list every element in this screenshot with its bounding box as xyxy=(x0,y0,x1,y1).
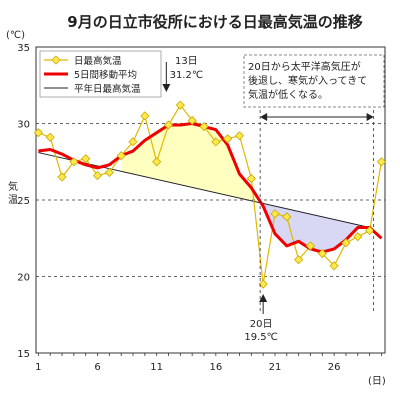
daily-high-point xyxy=(92,170,103,181)
low-annotation-day: 20日 xyxy=(250,319,273,330)
plot-frame xyxy=(35,46,386,354)
daily-high-point xyxy=(140,111,150,121)
explanation-box xyxy=(243,54,385,108)
daily-high-point xyxy=(69,157,79,167)
y-tick-label: 15 xyxy=(17,349,30,360)
daily-high-point xyxy=(353,232,363,242)
daily-high-point xyxy=(270,209,280,219)
x-tick-label: 1 xyxy=(35,362,41,373)
daily-high-point xyxy=(45,132,55,142)
daily-high-point xyxy=(116,151,126,161)
above-normal-fill xyxy=(121,123,258,203)
daily-high-point xyxy=(294,255,304,265)
daily-high-point xyxy=(223,134,233,144)
low-arrowhead xyxy=(259,294,268,302)
daily-high-point xyxy=(187,115,197,126)
explanation-line: 気温が低くなる。 xyxy=(248,88,328,101)
y-axis-label-char: 温 xyxy=(8,194,18,206)
daily-high-point xyxy=(128,137,138,147)
daily-high-point xyxy=(234,131,245,141)
gridlines: 15 20 25 30 35 xyxy=(17,43,385,360)
daily-high-point xyxy=(282,212,292,222)
daily-high-point xyxy=(317,248,327,259)
y-axis-label: 気温 xyxy=(8,180,18,206)
legend-label-normal: 平年日最高気温 xyxy=(74,83,141,95)
daily-high-point xyxy=(329,261,339,271)
period-arrow-right xyxy=(366,113,374,121)
series-layer xyxy=(33,100,387,289)
annotations: 13日 31.2℃ 20日 19.5℃ 20日から太平洋高気圧が後退し、寒気が入ってきて… xyxy=(162,54,385,343)
x-unit-label: (日) xyxy=(368,376,386,387)
peak-arrowhead xyxy=(162,84,171,92)
daily-high-point xyxy=(104,167,114,178)
daily-high-point xyxy=(199,121,209,132)
explanation-line: 後退し、寒気が入ってきて xyxy=(248,74,367,87)
y-tick-label: 20 xyxy=(17,273,30,284)
below-normal-fill xyxy=(263,203,370,253)
peak-annotation-day: 13日 xyxy=(175,56,198,67)
daily-high-point xyxy=(341,238,351,248)
daily-high-point xyxy=(163,120,174,130)
daily-high-point xyxy=(152,157,162,167)
low-annotation-temp: 19.5℃ xyxy=(244,332,278,343)
daily-high-point xyxy=(211,137,221,147)
fill-regions xyxy=(121,123,370,253)
daily-high-point xyxy=(57,172,67,182)
x-tick-label: 6 xyxy=(94,362,100,373)
daily-high-point xyxy=(33,128,43,138)
legend-label-moving-average: 5日間移動平均 xyxy=(74,69,137,81)
y-tick-label: 25 xyxy=(17,196,30,207)
explanation-line: 20日から太平洋高気圧が xyxy=(248,60,361,73)
y-tick-label: 30 xyxy=(17,120,30,131)
peak-annotation-temp: 31.2℃ xyxy=(170,70,204,81)
legend-label-daily-high: 日最高気温 xyxy=(74,55,122,67)
normal-high-line xyxy=(38,152,370,229)
y-tick-label: 35 xyxy=(17,43,30,54)
x-tick-label: 16 xyxy=(209,362,222,373)
daily-high-point xyxy=(376,157,387,167)
y-axis-label-char: 気 xyxy=(8,180,18,193)
x-tick-label: 26 xyxy=(328,362,341,373)
daily-high-point xyxy=(305,241,316,251)
x-tick-label: 11 xyxy=(150,362,163,373)
daily-high-point xyxy=(175,100,185,110)
chart-title: 9月の日立市役所における日最高気温の推移 xyxy=(67,13,362,31)
axes: 1 6 11 16 21 26 xyxy=(35,46,386,373)
legend-marker-daily-high xyxy=(51,55,61,65)
daily-high-point xyxy=(246,174,256,184)
daily-high-point xyxy=(365,226,375,236)
x-tick-label: 21 xyxy=(269,362,282,373)
period-arrow-left xyxy=(260,113,268,121)
daily-high-point xyxy=(81,154,91,164)
daily-high-point xyxy=(258,279,268,289)
y-unit-label: (℃) xyxy=(6,30,25,41)
